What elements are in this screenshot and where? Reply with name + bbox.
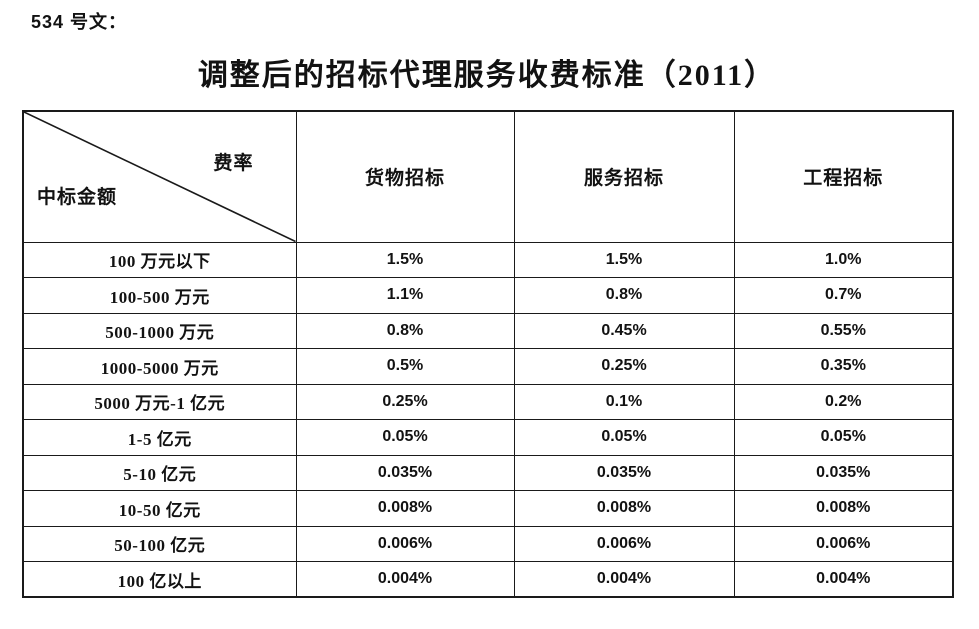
fee-rate-cell: 0.05% [733,419,954,456]
fee-rate-cell: 0.008% [733,490,954,527]
table-row: 10-50 亿元 0.008% 0.008% 0.008% [22,490,954,527]
row-label-amount-range: 10-50 亿元 [22,490,297,527]
fee-rate-table: 费率 中标金额 货物招标 服务招标 工程招标 100 万元以下 1.5% 1.5% 1… [22,110,954,598]
row-label-amount-range: 1000-5000 万元 [22,348,297,385]
fee-rate-cell: 0.25% [513,348,735,385]
fee-rate-cell: 0.004% [295,561,515,598]
fee-rate-cell: 0.006% [513,525,735,562]
row-label-amount-range: 5-10 亿元 [22,454,297,491]
table-row: 100 万元以下 1.5% 1.5% 1.0% [22,241,954,278]
fee-rate-cell: 0.008% [513,490,735,527]
header-row: 费率 中标金额 货物招标 服务招标 工程招标 [22,110,954,243]
fee-rate-cell: 0.5% [295,348,515,385]
corner-label-rate: 费率 [213,153,254,174]
fee-rate-cell: 0.004% [733,561,954,598]
column-header-services: 服务招标 [513,110,735,243]
corner-header-cell: 费率 中标金额 [22,110,297,243]
fee-rate-cell: 1.1% [295,277,515,314]
fee-rate-cell: 0.006% [295,525,515,562]
fee-rate-cell: 0.05% [295,419,515,456]
page-title: 调整后的招标代理服务收费标准（2011） [197,59,777,92]
fee-rate-cell: 0.008% [295,490,515,527]
table-row: 100 亿以上 0.004% 0.004% 0.004% [22,561,954,598]
table-row: 100-500 万元 1.1% 0.8% 0.7% [22,277,954,314]
fee-rate-cell: 0.004% [513,561,735,598]
doc-number-label: 534 号文： [31,12,128,32]
table-row: 1-5 亿元 0.05% 0.05% 0.05% [22,419,954,456]
diagonal-divider-line [24,112,296,242]
fee-rate-cell: 0.1% [513,383,735,420]
column-header-engineering: 工程招标 [733,110,954,243]
fee-rate-cell: 0.7% [733,277,954,314]
fee-rate-cell: 0.2% [733,383,954,420]
fee-rate-cell: 0.035% [513,454,735,491]
fee-rate-cell: 0.45% [513,312,735,349]
fee-rate-cell: 0.006% [733,525,954,562]
row-label-amount-range: 50-100 亿元 [22,525,297,562]
row-label-amount-range: 100 亿以上 [22,561,297,598]
table-row: 1000-5000 万元 0.5% 0.25% 0.35% [22,348,954,385]
column-header-goods: 货物招标 [295,110,515,243]
fee-rate-cell: 0.35% [733,348,954,385]
row-label-amount-range: 1-5 亿元 [22,419,297,456]
fee-rate-cell: 0.8% [295,312,515,349]
fee-rate-cell: 0.035% [733,454,954,491]
corner-label-amount: 中标金额 [37,187,118,208]
fee-rate-cell: 0.05% [513,419,735,456]
row-label-amount-range: 500-1000 万元 [22,312,297,349]
fee-rate-cell: 0.8% [513,277,735,314]
row-label-amount-range: 5000 万元-1 亿元 [22,383,297,420]
table-row: 50-100 亿元 0.006% 0.006% 0.006% [22,525,954,562]
fee-rate-cell: 1.0% [733,241,954,278]
fee-rate-cell: 0.035% [295,454,515,491]
fee-rate-cell: 0.55% [733,312,954,349]
table-row: 500-1000 万元 0.8% 0.45% 0.55% [22,312,954,349]
table-row: 5-10 亿元 0.035% 0.035% 0.035% [22,454,954,491]
row-label-amount-range: 100-500 万元 [22,277,297,314]
table-row: 5000 万元-1 亿元 0.25% 0.1% 0.2% [22,383,954,420]
fee-rate-cell: 1.5% [513,241,735,278]
fee-rate-cell: 1.5% [295,241,515,278]
row-label-amount-range: 100 万元以下 [22,241,297,278]
fee-rate-cell: 0.25% [295,383,515,420]
